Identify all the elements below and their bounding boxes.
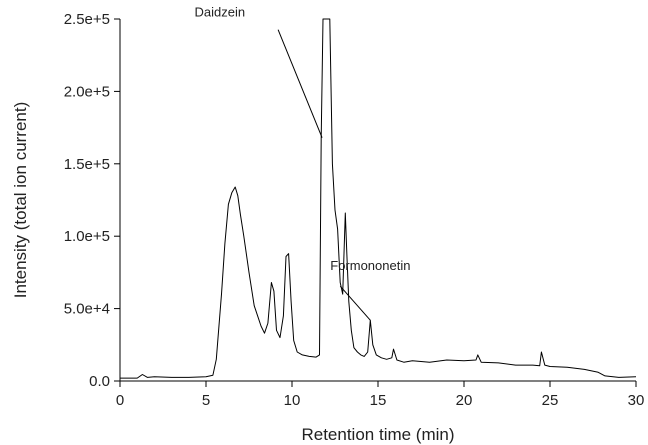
annotation-label: Daidzein — [195, 5, 246, 20]
x-tick-label: 0 — [116, 392, 124, 409]
annotation-leader-line — [277, 29, 323, 138]
x-axis-ticks: 0 5 10 15 20 25 30 — [116, 381, 645, 409]
x-tick-label: 15 — [370, 392, 387, 409]
y-axis-ticks: 0.0 5.0e+4 1.0e+5 1.5e+5 2.0e+5 2.5e+5 — [64, 11, 120, 390]
annotation-leader-line — [339, 285, 371, 321]
x-tick-label: 10 — [284, 392, 301, 409]
series-line — [120, 18, 637, 379]
x-tick-label: 30 — [628, 392, 645, 409]
y-tick-label: 0.0 — [89, 373, 110, 390]
y-tick-label: 2.5e+5 — [64, 11, 110, 28]
y-tick-label: 1.0e+5 — [64, 228, 110, 245]
y-axis-title: Intensity (total ion current) — [11, 102, 30, 299]
x-tick-label: 5 — [202, 392, 210, 409]
x-axis-title: Retention time (min) — [301, 425, 454, 444]
y-tick-label: 2.0e+5 — [64, 83, 110, 100]
y-tick-label: 1.5e+5 — [64, 156, 110, 173]
x-tick-label: 20 — [456, 392, 473, 409]
annotations: Daidzein Formononetin — [195, 5, 410, 321]
annotation-label: Formononetin — [330, 258, 410, 273]
plot-area: 0 5 10 15 20 25 30 0.0 5.0e+4 1.0e+5 1.5e+5 2.0e+5… — [64, 5, 645, 409]
y-tick-label: 5.0e+4 — [64, 301, 110, 318]
x-tick-label: 25 — [542, 392, 559, 409]
